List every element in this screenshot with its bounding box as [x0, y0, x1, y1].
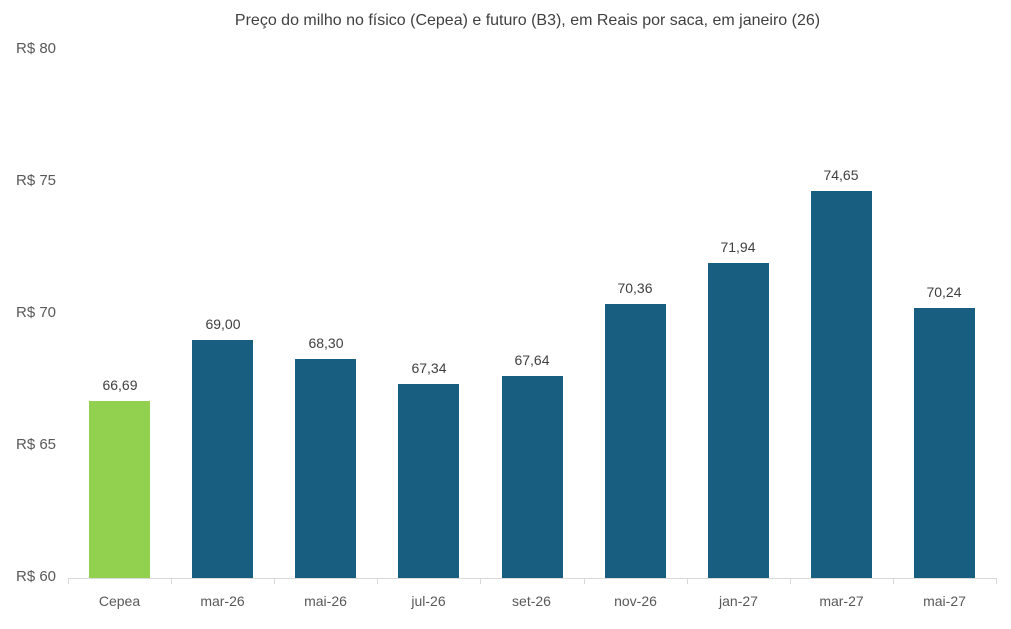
bar-jul-26	[398, 384, 459, 578]
bar-value-label: 67,64	[514, 352, 550, 368]
y-tick-label: R$ 80	[16, 40, 57, 57]
bar-nov-26	[605, 304, 666, 578]
x-tick-mark	[480, 578, 481, 584]
x-category-label: mai-26	[304, 593, 347, 609]
y-tick-label: R$ 65	[16, 436, 57, 453]
x-tick-mark	[584, 578, 585, 584]
bar-mar-26	[192, 340, 253, 578]
x-tick-mark	[996, 578, 997, 584]
bar-mai-26	[295, 359, 356, 578]
x-axis-line	[68, 578, 996, 579]
bar-value-label: 70,24	[926, 284, 962, 300]
bar-value-label: 66,69	[102, 377, 138, 393]
x-tick-mark	[687, 578, 688, 584]
bar-set-26	[502, 376, 563, 578]
x-category-label: jan-27	[719, 593, 758, 609]
bar-value-label: 69,00	[205, 316, 241, 332]
bar-mar-27	[811, 191, 872, 578]
bar-value-label: 70,36	[617, 280, 653, 296]
y-tick-label: R$ 70	[16, 304, 57, 321]
bar-value-label: 68,30	[308, 335, 344, 351]
x-category-label: nov-26	[614, 593, 657, 609]
bar-value-label: 71,94	[720, 239, 756, 255]
bar-cepea	[89, 401, 150, 578]
y-tick-label: R$ 75	[16, 172, 57, 189]
x-tick-mark	[790, 578, 791, 584]
x-tick-mark	[68, 578, 69, 584]
x-category-label: mar-27	[819, 593, 864, 609]
x-category-label: set-26	[512, 593, 551, 609]
bar-value-label: 74,65	[823, 167, 859, 183]
bar-jan-27	[708, 263, 769, 578]
x-tick-mark	[377, 578, 378, 584]
x-tick-mark	[171, 578, 172, 584]
x-category-label: jul-26	[411, 593, 446, 609]
y-tick-label: R$ 60	[16, 568, 57, 585]
x-category-label: mar-26	[200, 593, 245, 609]
bar-mai-27	[914, 308, 975, 578]
x-category-label: Cepea	[98, 593, 141, 609]
x-tick-mark	[274, 578, 275, 584]
bar-value-label: 67,34	[411, 360, 447, 376]
x-tick-mark	[893, 578, 894, 584]
chart-title: Preço do milho no físico (Cepea) e futur…	[234, 12, 821, 29]
x-category-label: mai-27	[923, 593, 966, 609]
